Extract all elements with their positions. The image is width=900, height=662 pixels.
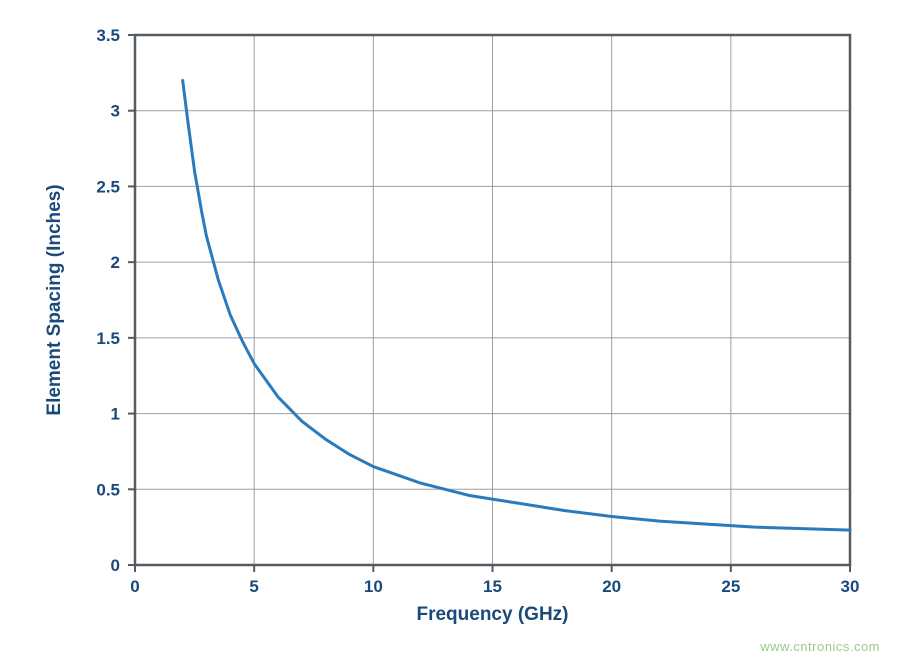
xtick-label: 5 — [249, 577, 258, 596]
xtick-label: 10 — [364, 577, 383, 596]
ytick-label: 1 — [111, 405, 120, 424]
ytick-label: 0 — [111, 556, 120, 575]
ytick-label: 1.5 — [96, 329, 120, 348]
xtick-label: 0 — [130, 577, 139, 596]
xtick-label: 20 — [602, 577, 621, 596]
chart-svg: 0 5 10 15 20 25 30 0 0.5 1 1.5 2 2.5 3 3.5 Frequency (G… — [0, 0, 900, 662]
watermark: www.cntronics.com — [760, 639, 880, 654]
ytick-label: 2.5 — [96, 177, 120, 196]
chart-container: 0 5 10 15 20 25 30 0 0.5 1 1.5 2 2.5 3 3.5 Frequency (G… — [0, 0, 900, 662]
xtick-label: 25 — [721, 577, 740, 596]
x-axis-label: Frequency (GHz) — [416, 604, 568, 625]
xtick-label: 30 — [841, 577, 860, 596]
ytick-label: 2 — [111, 253, 120, 272]
ytick-label: 0.5 — [96, 480, 120, 499]
y-axis-label: Element Spacing (Inches) — [44, 184, 65, 415]
ytick-label: 3 — [111, 102, 120, 121]
xtick-label: 15 — [483, 577, 502, 596]
ytick-label: 3.5 — [96, 26, 120, 45]
